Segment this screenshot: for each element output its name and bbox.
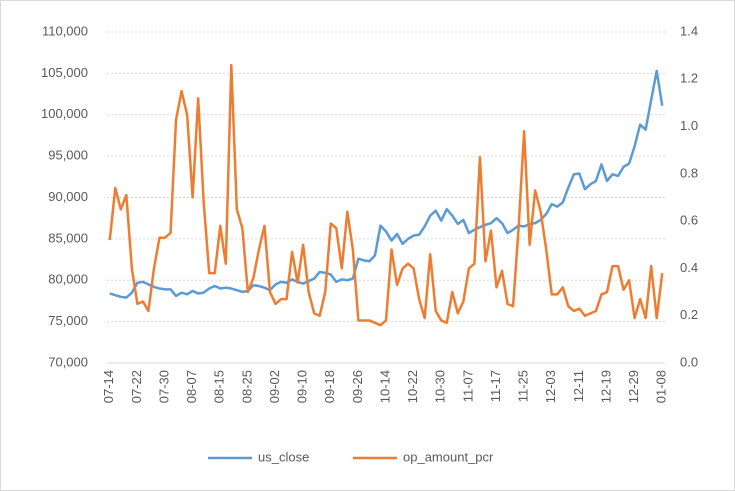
legend-label: us_close [258, 449, 309, 464]
y2-tick-label: 0.4 [680, 260, 698, 275]
x-tick-label: 12-03 [543, 370, 558, 403]
x-tick-label: 08-15 [212, 370, 227, 403]
x-tick-label: 11-17 [488, 370, 503, 402]
x-tick-label: 08-25 [239, 370, 254, 403]
x-tick-label: 12-19 [598, 370, 613, 403]
x-tick-label: 07-30 [156, 370, 171, 403]
series-line [108, 63, 664, 327]
y-tick-label: 90,000 [48, 189, 88, 204]
y-tick-label: 75,000 [48, 313, 88, 328]
x-tick-label: 12-29 [626, 370, 641, 403]
x-tick-label: 11-07 [460, 370, 475, 402]
y-tick-label: 100,000 [41, 106, 88, 121]
x-tick-label: 09-02 [267, 370, 282, 403]
x-tick-label: 10-22 [405, 370, 420, 403]
y-tick-label: 95,000 [48, 148, 88, 163]
y2-tick-label: 1.4 [680, 23, 698, 38]
x-tick-label: 12-11 [571, 370, 586, 402]
x-tick-label: 10-30 [433, 370, 448, 403]
x-tick-label: 09-10 [295, 370, 310, 403]
x-tick-label: 09-26 [350, 370, 365, 403]
y-tick-label: 80,000 [48, 272, 88, 287]
y2-tick-label: 0.2 [680, 307, 698, 322]
y-tick-label: 85,000 [48, 230, 88, 245]
x-tick-label: 01-08 [654, 370, 669, 403]
x-tick-label: 07-22 [129, 370, 144, 403]
y-tick-label: 70,000 [48, 354, 88, 369]
y2-tick-label: 1.2 [680, 71, 698, 86]
legend-label: op_amount_pcr [403, 449, 494, 464]
x-tick-label: 11-25 [516, 370, 531, 402]
series-line [109, 69, 664, 299]
y2-tick-label: 0.0 [680, 354, 698, 369]
y2-tick-label: 0.6 [680, 213, 698, 228]
x-tick-label: 07-14 [101, 370, 116, 403]
y2-tick-label: 0.8 [680, 165, 698, 180]
x-tick-label: 08-07 [184, 370, 199, 403]
y-tick-label: 110,000 [42, 23, 88, 38]
x-tick-label: 10-14 [377, 370, 392, 403]
y2-tick-label: 1.0 [680, 118, 698, 133]
x-tick-label: 09-18 [322, 370, 337, 403]
y-tick-label: 105,000 [41, 65, 88, 80]
